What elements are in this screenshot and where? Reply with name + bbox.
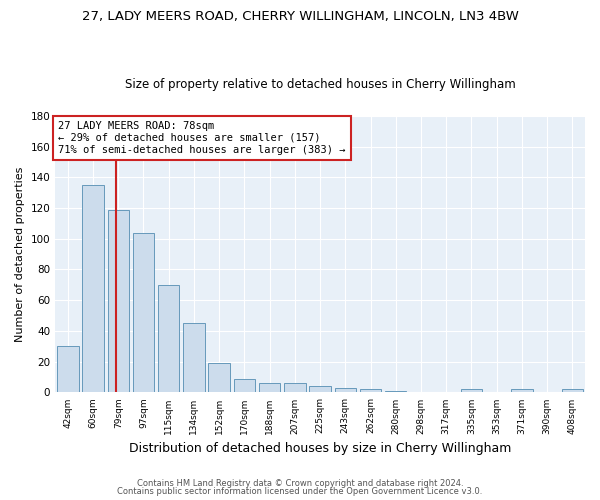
Text: 27, LADY MEERS ROAD, CHERRY WILLINGHAM, LINCOLN, LN3 4BW: 27, LADY MEERS ROAD, CHERRY WILLINGHAM, … — [82, 10, 518, 23]
Text: Contains HM Land Registry data © Crown copyright and database right 2024.: Contains HM Land Registry data © Crown c… — [137, 478, 463, 488]
Bar — [284, 383, 305, 392]
Bar — [335, 388, 356, 392]
Bar — [208, 363, 230, 392]
Text: 27 LADY MEERS ROAD: 78sqm
← 29% of detached houses are smaller (157)
71% of semi: 27 LADY MEERS ROAD: 78sqm ← 29% of detac… — [58, 122, 346, 154]
Bar — [511, 390, 533, 392]
Bar — [158, 285, 179, 393]
Bar — [259, 383, 280, 392]
Bar — [107, 210, 129, 392]
Y-axis label: Number of detached properties: Number of detached properties — [15, 166, 25, 342]
Bar — [183, 324, 205, 392]
Bar — [133, 232, 154, 392]
Bar — [461, 390, 482, 392]
Bar — [57, 346, 79, 393]
Bar — [82, 185, 104, 392]
Bar — [233, 378, 255, 392]
Bar — [385, 391, 406, 392]
Bar — [562, 390, 583, 392]
X-axis label: Distribution of detached houses by size in Cherry Willingham: Distribution of detached houses by size … — [129, 442, 511, 455]
Bar — [360, 390, 381, 392]
Title: Size of property relative to detached houses in Cherry Willingham: Size of property relative to detached ho… — [125, 78, 515, 91]
Text: Contains public sector information licensed under the Open Government Licence v3: Contains public sector information licen… — [118, 487, 482, 496]
Bar — [310, 386, 331, 392]
